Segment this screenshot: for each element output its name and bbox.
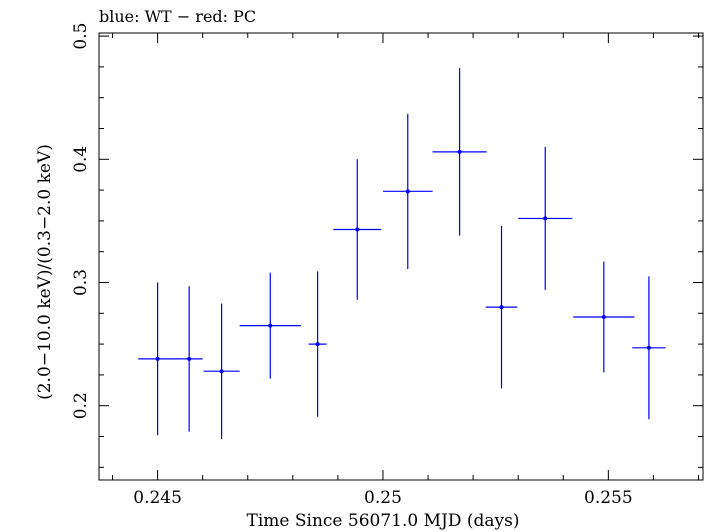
data-point	[382, 113, 433, 269]
axis-ticks	[99, 33, 703, 480]
data-point	[239, 272, 301, 379]
data-point	[308, 271, 327, 417]
data-marker	[457, 149, 462, 154]
tick-labels: 0.245 0.25 0.255 0.2 0.3 0.4 0.5	[71, 23, 633, 508]
data-marker	[355, 227, 360, 232]
data-point	[573, 261, 635, 373]
y-tick-label: 0.4	[71, 146, 91, 173]
data-points	[138, 68, 666, 439]
data-point	[333, 159, 382, 300]
x-axis-label: Time Since 56071.0 MJD (days)	[247, 511, 520, 531]
data-marker	[219, 369, 224, 374]
data-point	[518, 146, 573, 290]
data-marker	[499, 305, 504, 310]
data-point	[175, 286, 203, 432]
data-marker	[315, 342, 320, 347]
data-marker	[155, 356, 160, 361]
data-point	[138, 282, 177, 436]
data-marker	[187, 356, 192, 361]
y-tick-label: 0.5	[71, 23, 91, 50]
y-axis-label: (2.0−10.0 keV)/(0.3−2.0 keV)	[35, 144, 55, 400]
data-marker	[601, 314, 606, 319]
y-tick-label: 0.2	[71, 392, 91, 419]
data-point	[485, 225, 518, 389]
data-point	[632, 276, 666, 420]
data-point	[203, 303, 240, 439]
data-marker	[543, 216, 548, 221]
data-marker	[646, 345, 651, 350]
y-tick-label: 0.3	[71, 269, 91, 296]
data-marker	[405, 189, 410, 194]
x-tick-label: 0.245	[133, 488, 182, 508]
data-marker	[268, 323, 273, 328]
data-point	[432, 68, 487, 236]
plot-frame	[98, 32, 704, 481]
x-tick-label: 0.255	[584, 488, 633, 508]
x-tick-label: 0.25	[364, 488, 402, 508]
chart-title: blue: WT − red: PC	[99, 7, 256, 26]
